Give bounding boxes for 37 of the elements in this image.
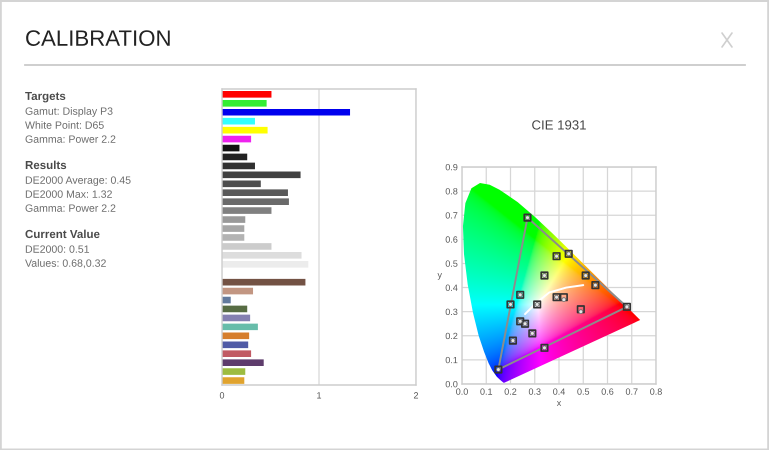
y-tick-label: 0.4 <box>446 284 458 291</box>
y-tick-label: 0.9 <box>446 164 458 170</box>
x-tick-label: 0.1 <box>480 388 492 395</box>
text: White Point: D65 <box>25 121 104 129</box>
x-tick-label: 0.4 <box>553 388 566 395</box>
x-tick-label: 0 <box>220 392 224 399</box>
y-tick-label: 0.8 <box>446 188 458 194</box>
x-tick-label: 0.0 <box>456 388 468 395</box>
text: CALIBRATION <box>26 30 170 46</box>
y-tick-label: 0.5 <box>446 260 458 267</box>
text: Results <box>26 160 66 170</box>
x-tick-label: 2 <box>414 392 418 398</box>
text: DE2000: 0.51 <box>26 245 90 253</box>
x-tick-label: 0.8 <box>650 388 662 395</box>
text: Gamma: Power 2.2 <box>26 135 116 143</box>
y-tick-label: 0.1 <box>446 356 458 364</box>
text: DE2000 Average: 0.45 <box>26 176 131 186</box>
text: DE2000 Max: 1.32 <box>26 190 112 198</box>
x-tick-label: 1 <box>317 392 322 398</box>
y-tick-label: 0.0 <box>446 380 458 388</box>
y-tick-label: 0.6 <box>446 236 458 243</box>
text: Values: 0.68,0.32 <box>25 259 106 268</box>
x-tick-label: 0.5 <box>577 388 590 395</box>
y-axis-title: y <box>437 273 442 280</box>
x-tick-label: 0.6 <box>602 388 614 395</box>
chart-title: CIE 1931 <box>532 120 586 130</box>
text: Current Value <box>25 230 100 238</box>
text: Gamut: Display P3 <box>26 107 113 117</box>
x-tick-label: 0.7 <box>626 388 638 395</box>
x-tick-label: 0.2 <box>504 388 516 395</box>
text: Gamma: Power 2.2 <box>26 204 116 212</box>
y-tick-label: 0.3 <box>446 308 458 316</box>
y-tick-label: 0.7 <box>446 212 458 219</box>
text: Targets <box>25 92 66 102</box>
x-tick-label: 0.3 <box>528 388 541 395</box>
y-tick-label: 0.2 <box>446 332 458 340</box>
x-axis-title: x <box>556 401 562 406</box>
